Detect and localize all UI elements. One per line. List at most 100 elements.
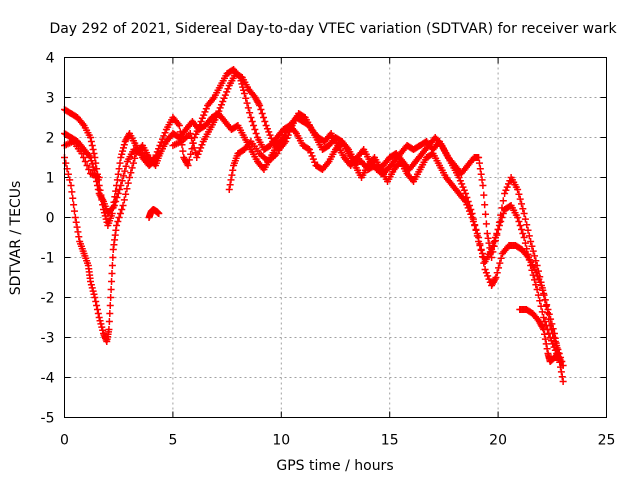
data-point-marker: [118, 150, 126, 158]
data-point-marker: [551, 338, 559, 345]
data-point-marker: [465, 207, 473, 215]
data-point-marker: [106, 302, 114, 309]
data-point-marker: [250, 122, 258, 129]
data-point-marker: [528, 242, 536, 250]
y-tick-label: 1: [46, 171, 55, 187]
data-point-marker: [536, 273, 544, 281]
data-point-marker: [559, 362, 567, 369]
data-point-marker: [87, 154, 95, 161]
data-point-marker: [223, 88, 231, 96]
data-point-marker: [559, 378, 567, 385]
data-point-marker: [90, 290, 98, 298]
data-point-marker: [216, 104, 224, 112]
plot-frame: [64, 57, 607, 418]
data-point-marker: [161, 129, 169, 137]
data-point-marker: [120, 196, 128, 204]
data-point-marker: [542, 302, 550, 310]
data-point-marker: [121, 167, 129, 175]
data-point-marker: [158, 135, 166, 143]
data-point-marker: [463, 201, 471, 209]
data-point-marker: [244, 104, 252, 112]
data-point-marker: [74, 228, 82, 236]
data-point-marker: [221, 91, 229, 99]
x-tick-label: 15: [381, 433, 399, 449]
data-point-marker: [497, 254, 505, 262]
data-point-marker: [542, 340, 550, 348]
data-point-marker: [497, 211, 505, 219]
data-point-marker: [518, 226, 526, 233]
data-point-marker: [481, 201, 489, 209]
data-point-marker: [471, 222, 479, 229]
data-point-marker: [98, 323, 106, 331]
data-point-marker: [459, 183, 467, 191]
data-point-marker: [518, 200, 526, 208]
data-point-marker: [225, 186, 233, 193]
data-point-marker: [462, 198, 470, 205]
data-point-marker: [458, 180, 466, 188]
data-point-marker: [80, 154, 88, 161]
data-point-marker: [538, 284, 546, 292]
data-point-marker: [119, 202, 127, 209]
data-point-marker: [550, 334, 558, 341]
data-point-marker: [478, 176, 486, 184]
data-point-marker: [455, 174, 463, 181]
data-point-marker: [87, 138, 95, 145]
data-point-marker: [248, 118, 256, 125]
y-tick-label: -5: [41, 411, 55, 427]
data-point-marker: [476, 165, 484, 173]
data-point-marker: [93, 178, 101, 185]
data-point-marker: [546, 322, 554, 329]
data-point-marker: [492, 274, 500, 281]
data-point-marker: [482, 210, 490, 218]
data-point-marker: [116, 159, 124, 167]
data-point-marker: [88, 142, 96, 149]
data-point-marker: [516, 222, 524, 229]
data-point-marker: [558, 358, 566, 365]
data-point-marker: [88, 284, 96, 292]
y-tick-label: 0: [46, 211, 55, 227]
data-point-marker: [540, 290, 548, 297]
data-point-marker: [117, 182, 125, 189]
data-point-marker: [188, 134, 196, 142]
data-point-marker: [113, 176, 121, 184]
data-point-marker: [555, 354, 563, 361]
data-point-marker: [179, 147, 187, 155]
data-point-marker: [119, 144, 127, 152]
data-point-marker: [95, 174, 103, 181]
data-point-marker: [89, 146, 97, 153]
data-point-marker: [95, 314, 103, 321]
data-point-marker: [472, 226, 480, 233]
data-point-marker: [525, 232, 533, 240]
data-point-marker: [282, 134, 290, 141]
chart-title: Day 292 of 2021, Sidereal Day-to-day VTE…: [49, 21, 617, 37]
data-point-marker: [73, 223, 81, 231]
data-point-marker: [558, 373, 566, 381]
data-point-marker: [495, 264, 503, 272]
data-point-marker: [240, 90, 248, 97]
data-point-marker: [533, 262, 541, 269]
x-tick-label: 5: [168, 433, 177, 449]
data-point-marker: [75, 233, 83, 241]
data-point-marker: [540, 330, 548, 338]
grid-lines: [64, 57, 607, 418]
data-point-marker: [115, 214, 123, 221]
data-point-marker: [478, 253, 486, 261]
y-tick-label: 4: [46, 51, 55, 67]
data-point-marker: [534, 267, 542, 275]
data-point-marker: [480, 259, 488, 267]
data-point-marker: [308, 152, 316, 160]
data-point-marker: [94, 186, 102, 193]
data-point-marker: [257, 106, 265, 113]
x-tick-label: 10: [272, 433, 290, 449]
data-point-marker: [194, 150, 202, 158]
data-point-marker: [87, 157, 95, 165]
data-point-marker: [87, 281, 95, 289]
data-point-marker: [460, 186, 468, 194]
data-point-marker: [185, 156, 193, 164]
data-point-marker: [496, 259, 504, 267]
data-point-marker: [505, 180, 513, 188]
data-point-marker: [105, 326, 113, 333]
data-point-marker: [198, 141, 206, 149]
data-point-marker: [485, 275, 493, 283]
data-point-marker: [481, 266, 489, 273]
